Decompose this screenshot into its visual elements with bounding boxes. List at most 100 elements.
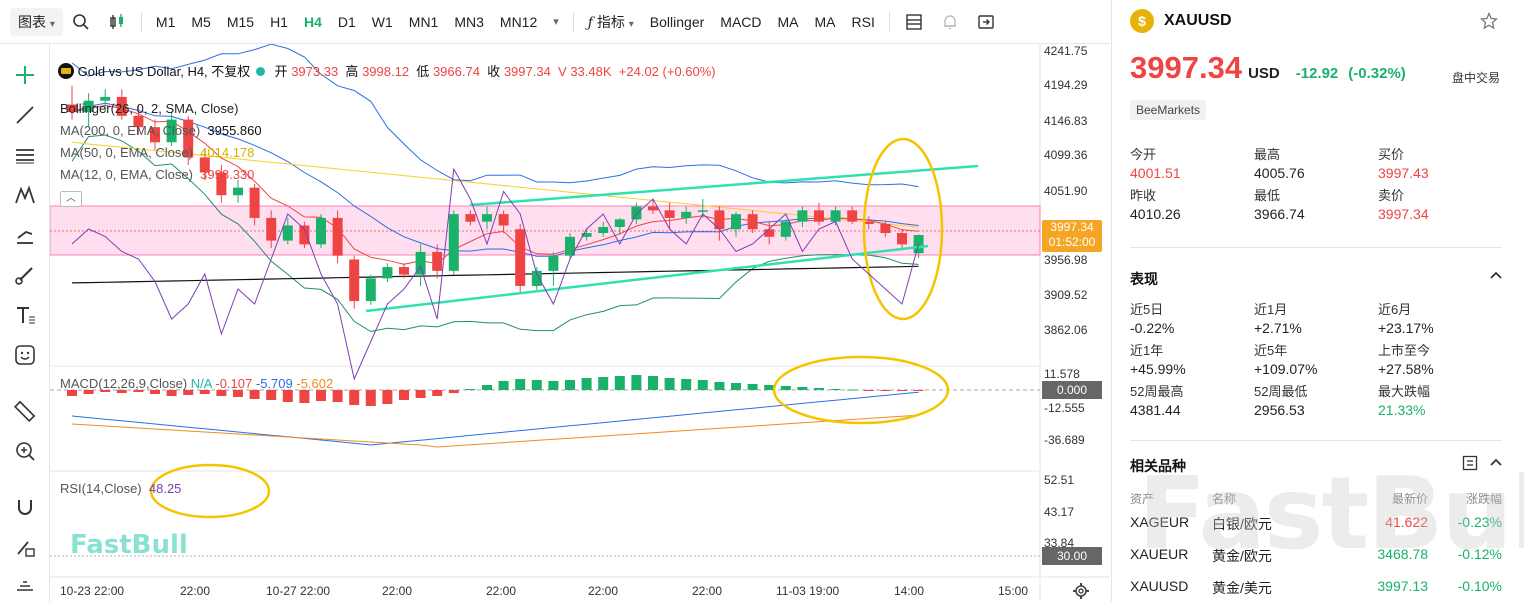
quote-label: 最低 (1254, 188, 1281, 203)
horizontal-lines-icon[interactable] (10, 140, 40, 170)
performance-label: 近5年 (1254, 343, 1288, 358)
timeframe-mn1[interactable]: MN1 (408, 13, 439, 30)
timeframe-m15[interactable]: M15 (226, 13, 255, 30)
related-row[interactable]: XAGEUR 白银/欧元 41.622 -0.23% (1130, 514, 1502, 534)
ruler-icon[interactable] (10, 396, 40, 426)
annotation-ellipse (772, 355, 950, 425)
search-icon[interactable] (63, 8, 99, 36)
text-tool-icon[interactable] (10, 300, 40, 330)
alert-bell-icon[interactable] (932, 8, 968, 36)
rsi-legend[interactable]: RSI(14,Close) 48.25 (60, 481, 181, 496)
ma12-legend[interactable]: MA(12, 0, EMA, Close) 3998.330 (60, 167, 254, 182)
performance-grid: 近5日 -0.22% 近1月 +2.71% 近6月 +23.17% 近1年 +45.99% 近5… (1130, 301, 1502, 420)
macd-histogram-bar (432, 390, 443, 396)
chart-type-dropdown[interactable]: 图表 ▾ (10, 7, 63, 36)
macd-zero-tag: 0.000 (1042, 381, 1102, 399)
macd-histogram-bar (365, 390, 376, 406)
trendline-upper (469, 164, 979, 207)
crosshair-icon[interactable] (10, 60, 40, 90)
macd-histogram-bar (465, 389, 476, 390)
related-symbol: XAUUSD (1130, 578, 1189, 594)
candle-body (598, 226, 609, 234)
list-view-icon[interactable] (1462, 455, 1478, 474)
performance-label: 近1年 (1130, 343, 1164, 358)
ma200-legend[interactable]: MA(200, 0, EMA, Close) 3955.860 (60, 123, 262, 138)
related-row[interactable]: XAUUSD 黄金/美元 3997.13 -0.10% (1130, 578, 1502, 598)
timeframe-d1[interactable]: D1 (337, 13, 356, 30)
timeframe-mn12[interactable]: MN12 (499, 13, 538, 30)
chart-canvas[interactable] (50, 44, 1110, 602)
macd-legend[interactable]: MACD(12,26,9,Close) N/A -0.107 -5.709 -5… (60, 376, 333, 391)
brush-icon[interactable] (10, 260, 40, 290)
indicators-button[interactable]: ƒ 指标 ▾ (580, 8, 642, 36)
macd-histogram-bar (598, 377, 609, 390)
related-row[interactable]: XAUEUR 黄金/欧元 3468.78 -0.12% (1130, 546, 1502, 566)
macd-histogram-bar (233, 390, 243, 397)
trend-line-icon[interactable] (10, 100, 40, 130)
ma50-legend[interactable]: MA(50, 0, EMA, Close) 4014.178 (60, 145, 254, 160)
timeframe-mn3[interactable]: MN3 (454, 13, 484, 30)
candle-body (67, 104, 77, 113)
indicator-macd-button[interactable]: MACD (720, 13, 762, 30)
candle-body (681, 211, 692, 218)
macd-histogram-bar (67, 390, 77, 396)
zoom-in-icon[interactable] (10, 436, 40, 466)
macd-histogram-bar (332, 390, 343, 402)
favorite-star-icon[interactable] (1479, 11, 1499, 33)
bollinger-legend[interactable]: Bollinger(26, 0, 2, SMA, Close) (60, 101, 239, 116)
macd-histogram-bar (847, 389, 858, 391)
lock-drawings-icon[interactable] (10, 532, 40, 562)
performance-value: -0.22% (1130, 320, 1175, 336)
timeframe-more-icon[interactable]: ▾ (553, 15, 559, 28)
emoji-icon[interactable] (10, 340, 40, 370)
layout-settings-icon[interactable] (896, 8, 932, 36)
macd-histogram-bar (282, 390, 293, 402)
performance-cell: 上市至今 +27.58% (1378, 342, 1502, 379)
pattern-tool-icon[interactable] (10, 180, 40, 210)
macd-line-value: -5.709 (255, 376, 293, 391)
macd-histogram-bar (349, 390, 360, 405)
candle-body (747, 214, 758, 230)
candle-body (847, 210, 858, 222)
last-price: 3997.34 (1130, 50, 1243, 85)
hide-drawings-icon[interactable] (10, 568, 40, 598)
current-price-tag: 3997.34 01:52:00 (1042, 220, 1102, 252)
related-chg: -0.23% (1457, 514, 1502, 530)
candle-body (332, 217, 343, 256)
performance-value: 21.33% (1378, 402, 1426, 418)
quote-value: 3997.34 (1378, 206, 1429, 222)
price-chart[interactable]: Gold vs US Dollar, H4, 不复权 开 3973.33 高 3… (50, 44, 1110, 602)
candle-body (814, 210, 824, 222)
candle-body (448, 214, 459, 271)
candle-body (233, 187, 243, 196)
chart-settings-icon[interactable] (1072, 582, 1090, 600)
candle-body (664, 210, 675, 218)
indicator-tick-label: 43.17 (1044, 505, 1075, 519)
broker-badge[interactable]: BeeMarkets (1130, 100, 1207, 120)
timeframe-m1[interactable]: M1 (155, 13, 176, 30)
indicator-ma-button[interactable]: MA (814, 13, 836, 30)
macd-hist-value: -0.107 (215, 376, 253, 391)
close-value: 3997.34 (503, 64, 551, 79)
chevron-up-icon[interactable] (1490, 270, 1502, 282)
indicator-rsi-button[interactable]: RSI (851, 13, 875, 30)
timeframe-h1[interactable]: H1 (270, 13, 288, 30)
collapse-legend-icon[interactable]: ︿ (60, 191, 82, 207)
magnet-icon[interactable] (10, 492, 40, 522)
related-last: 3997.13 (1377, 578, 1428, 594)
indicator-bollinger-button[interactable]: Bollinger (649, 13, 705, 30)
macd-histogram-bar (116, 390, 127, 393)
price-row: 3997.34 USD -12.92 (-0.32%) (1130, 50, 1406, 86)
timeframe-w1[interactable]: W1 (371, 13, 393, 30)
indicator-ma-button[interactable]: MA (777, 13, 799, 30)
timeframe-h4[interactable]: H4 (303, 13, 322, 30)
projection-tool-icon[interactable] (10, 220, 40, 250)
candlestick-type-icon[interactable] (99, 8, 135, 36)
performance-label: 最大跌幅 (1378, 384, 1431, 399)
timeframe-m5[interactable]: M5 (191, 13, 211, 30)
price-tick-label: 3956.98 (1044, 253, 1088, 267)
performance-title: 表现 (1130, 271, 1158, 287)
export-icon[interactable] (968, 8, 1004, 36)
chevron-up-icon[interactable] (1490, 457, 1502, 469)
price-tick-label: 4051.90 (1044, 184, 1088, 198)
